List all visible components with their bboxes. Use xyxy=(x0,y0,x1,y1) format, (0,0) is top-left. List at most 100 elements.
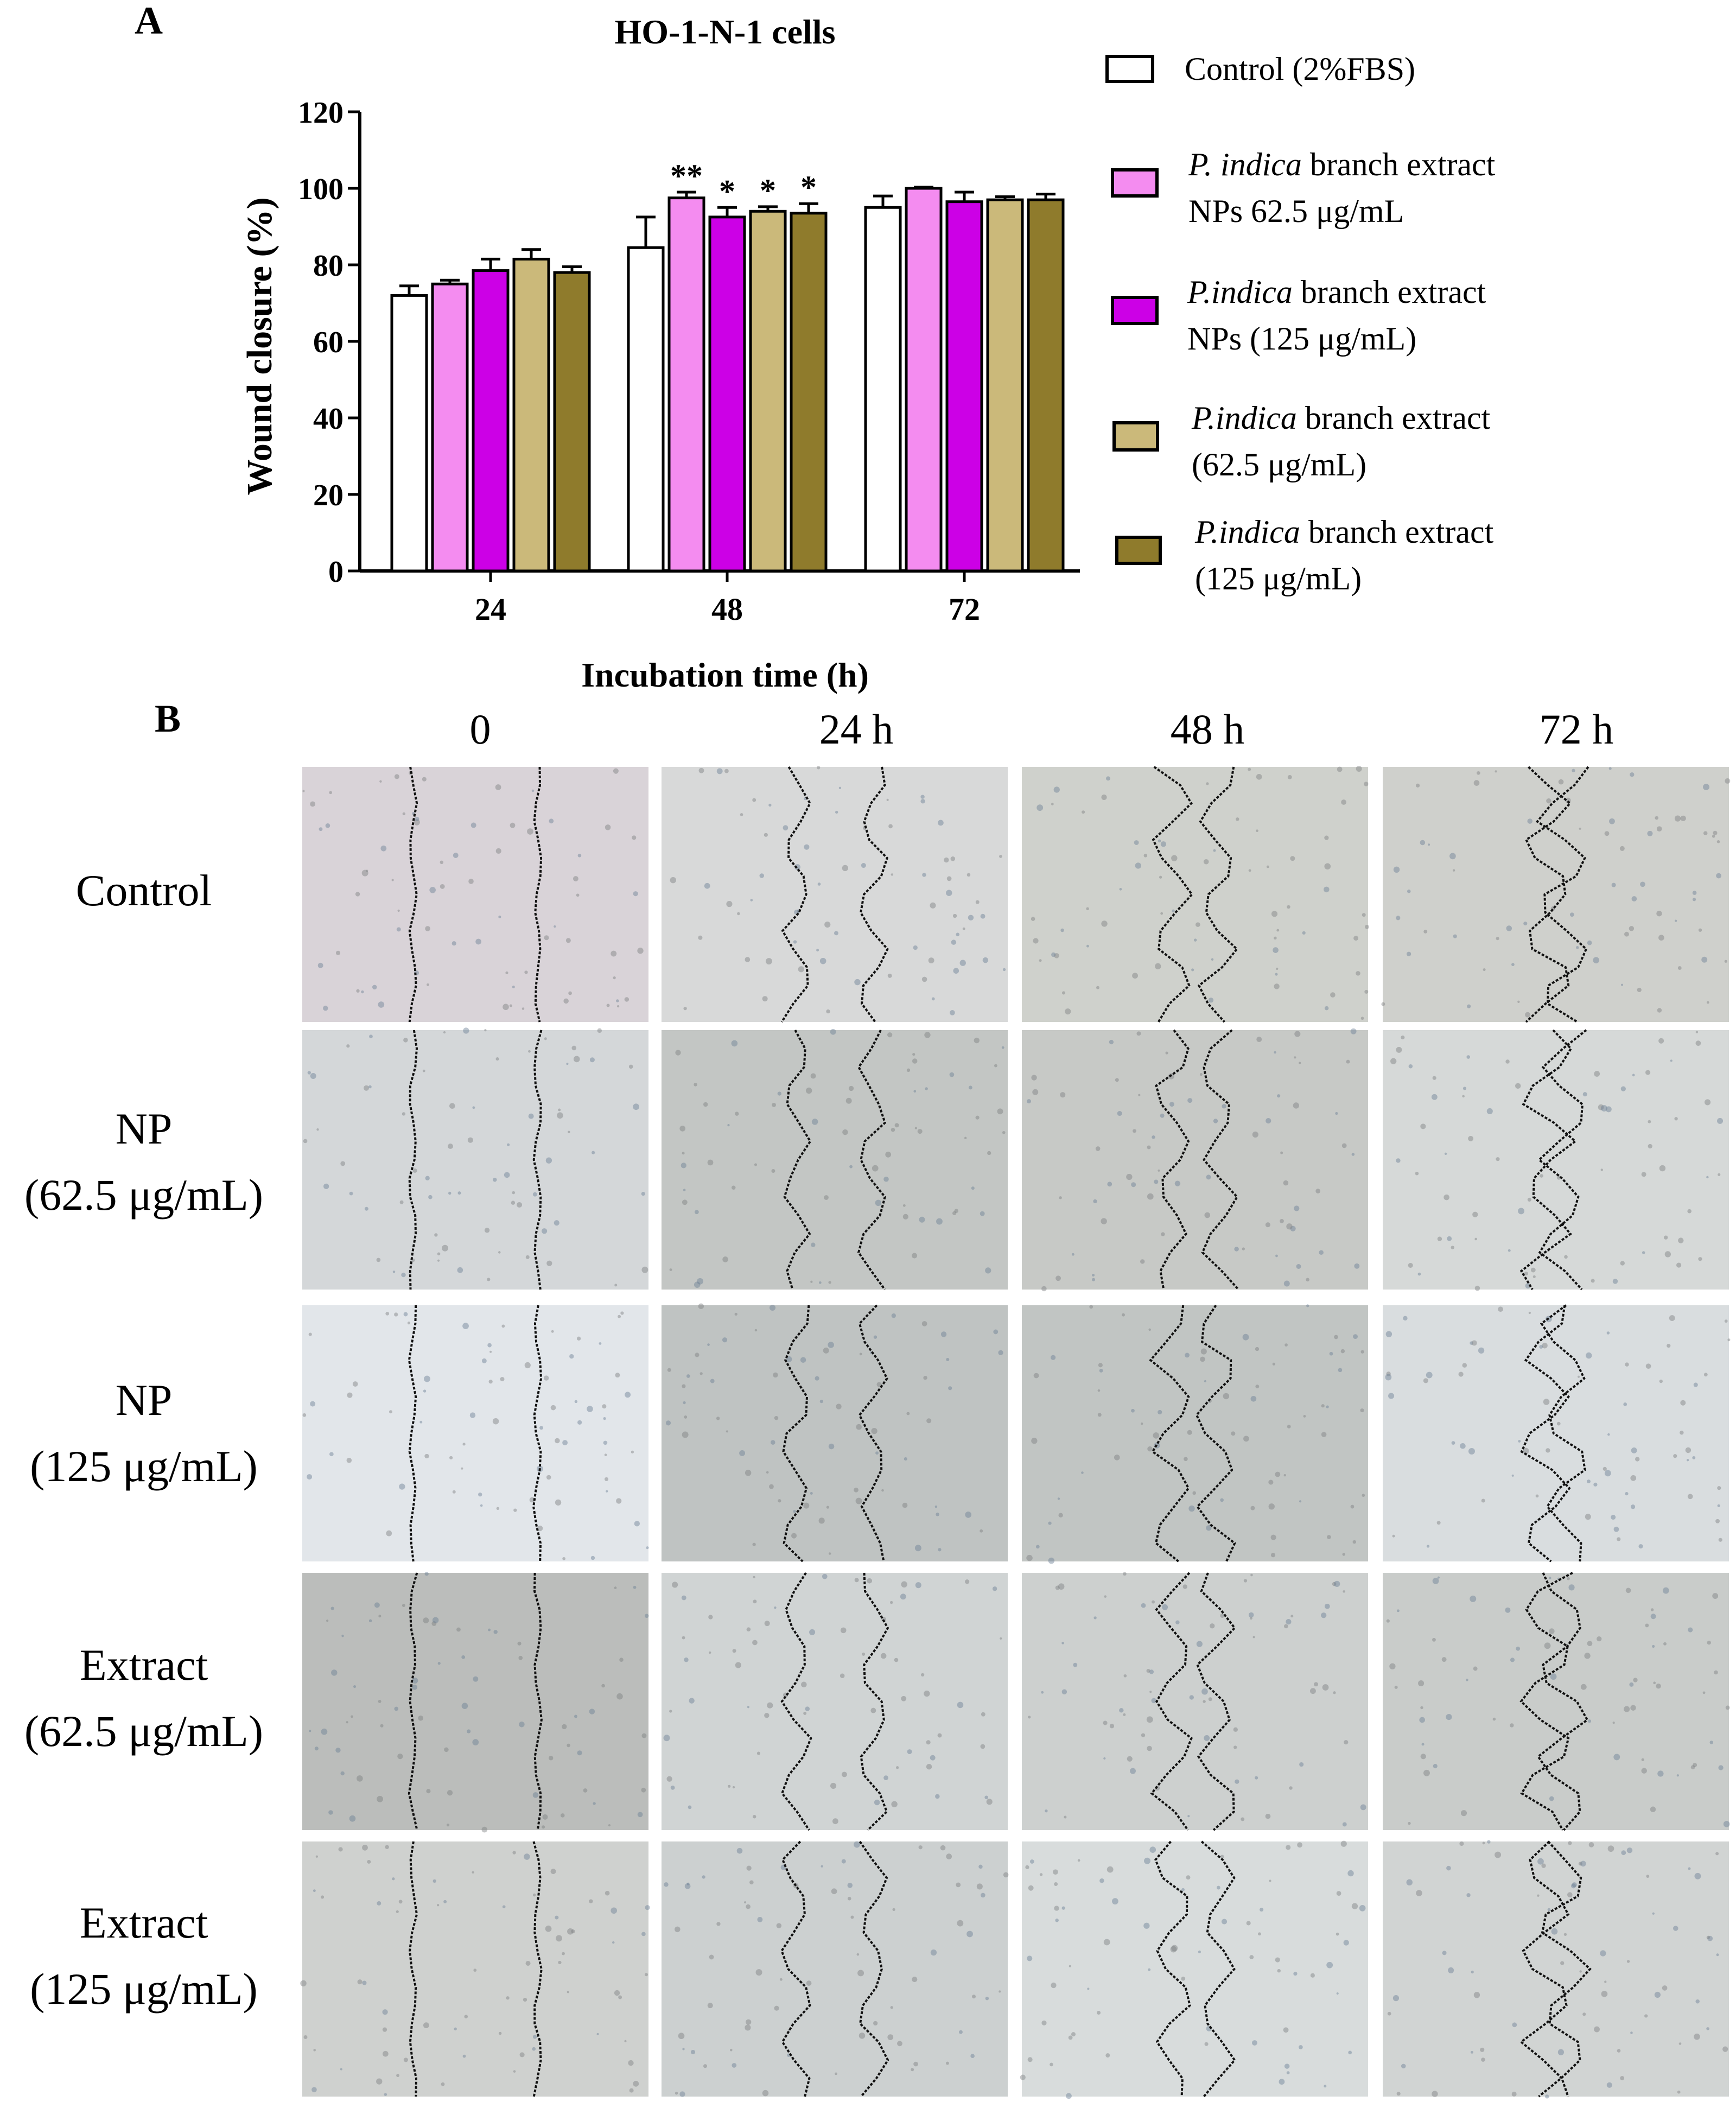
cell-speckle xyxy=(612,1941,615,1944)
cell-speckle xyxy=(1160,1113,1165,1118)
cell-speckle xyxy=(887,2034,894,2040)
cell-speckle xyxy=(1420,1706,1423,1710)
cell-speckle xyxy=(1336,1992,1339,1995)
cell-speckle xyxy=(453,853,459,858)
cell-speckle xyxy=(1702,1691,1706,1694)
cell-speckle xyxy=(956,932,960,937)
cell-speckle xyxy=(1126,1173,1133,1180)
cell-speckle xyxy=(614,1990,620,1996)
cell-speckle xyxy=(952,913,957,918)
cell-speckle xyxy=(1511,1474,1514,1477)
cell-speckle xyxy=(793,1510,796,1513)
wound-edge-line xyxy=(857,1030,887,1291)
cell-speckle xyxy=(754,1329,758,1332)
cell-speckle xyxy=(1241,1817,1245,1821)
cell-speckle xyxy=(1428,843,1430,846)
cell-speckle xyxy=(527,828,533,835)
cell-speckle xyxy=(1065,1008,1071,1015)
wound-edge-line xyxy=(860,766,889,1023)
cell-speckle xyxy=(1336,1891,1341,1896)
panel-a-label: A xyxy=(135,0,163,42)
cell-speckle xyxy=(396,2074,399,2078)
wound-edge-line xyxy=(1540,1304,1586,1562)
cell-speckle xyxy=(920,799,925,804)
cell-speckle xyxy=(862,1652,866,1656)
cell-speckle xyxy=(859,1352,862,1356)
cell-speckle xyxy=(957,1920,964,1927)
cell-speckle xyxy=(962,927,965,930)
bar xyxy=(627,246,665,573)
cell-speckle xyxy=(1550,1673,1557,1680)
cell-speckle xyxy=(817,766,821,770)
cell-speckle xyxy=(902,1204,906,1207)
cell-speckle xyxy=(746,1627,751,1632)
cell-speckle xyxy=(803,1502,810,1509)
cell-speckle xyxy=(1593,1482,1598,1487)
cell-speckle xyxy=(1537,1858,1544,1865)
cell-speckle xyxy=(426,1789,431,1794)
cell-speckle xyxy=(771,1440,775,1445)
cell-speckle xyxy=(1071,2032,1076,2037)
micrograph-tile xyxy=(1383,1304,1731,1563)
cell-speckle xyxy=(1077,1859,1080,1862)
row-label: Extract xyxy=(80,1640,208,1690)
y-tick-label: 60 xyxy=(313,326,344,359)
cell-speckle xyxy=(605,1890,610,1896)
cell-speckle xyxy=(1646,1875,1650,1878)
cell-speckle xyxy=(1625,1492,1629,1496)
cell-speckle xyxy=(1630,2031,1633,2034)
cell-speckle xyxy=(1270,1534,1276,1540)
legend-swatch xyxy=(1111,168,1159,198)
cell-speckle xyxy=(1343,1590,1345,1593)
chart-title: HO-1-N-1 cells xyxy=(615,12,836,51)
cell-speckle xyxy=(1517,1000,1520,1003)
cell-speckle xyxy=(1423,1378,1428,1383)
cell-speckle xyxy=(1123,1572,1127,1576)
cell-speckle xyxy=(1528,1311,1531,1314)
cell-speckle xyxy=(1572,769,1575,772)
cell-speckle xyxy=(1470,2050,1474,2054)
cell-speckle xyxy=(632,835,637,840)
cell-speckle xyxy=(317,962,323,968)
cell-speckle xyxy=(323,1183,329,1190)
cell-speckle xyxy=(1603,1466,1607,1471)
cell-speckle xyxy=(950,856,956,861)
cell-speckle xyxy=(1344,1740,1349,1745)
cell-speckle xyxy=(1329,1351,1333,1356)
cell-speckle xyxy=(475,938,481,945)
legend-item: P. indica branch extract NPs 62.5 μg/mL xyxy=(1111,147,1496,229)
cell-speckle xyxy=(481,1358,487,1363)
bar xyxy=(790,212,828,573)
cell-speckle xyxy=(429,887,436,893)
cell-speckle xyxy=(750,899,753,901)
cell-speckle xyxy=(1462,1087,1467,1090)
cell-speckle xyxy=(493,1178,497,1182)
cell-speckle xyxy=(1147,1446,1153,1452)
cell-speckle xyxy=(946,876,952,881)
cell-speckle xyxy=(926,1763,932,1770)
cell-speckle xyxy=(1641,1758,1644,1761)
cell-speckle xyxy=(1055,1919,1059,1922)
cell-speckle xyxy=(887,974,892,978)
cell-speckle xyxy=(804,844,810,850)
cell-speckle xyxy=(1351,1903,1358,1909)
cell-speckle xyxy=(532,1893,536,1897)
cell-speckle xyxy=(1677,2090,1681,2094)
cell-speckle xyxy=(1130,1768,1136,1774)
cell-speckle xyxy=(762,2090,769,2097)
cell-speckle xyxy=(684,1415,688,1419)
micrograph-tile xyxy=(1022,1304,1368,1564)
cell-speckle xyxy=(1670,1059,1673,1062)
cell-speckle xyxy=(1099,1878,1104,1883)
bar xyxy=(553,271,591,573)
cell-speckle xyxy=(478,1493,482,1497)
cell-speckle xyxy=(313,2049,316,2052)
legend-label: Control (2%FBS) xyxy=(1185,51,1415,87)
panel-b-label: B xyxy=(155,697,181,740)
cell-speckle xyxy=(613,768,619,774)
cell-speckle xyxy=(1054,953,1059,958)
wound-edge-line xyxy=(859,1840,889,2098)
cell-speckle xyxy=(310,801,316,807)
cell-speckle xyxy=(492,1418,499,1425)
